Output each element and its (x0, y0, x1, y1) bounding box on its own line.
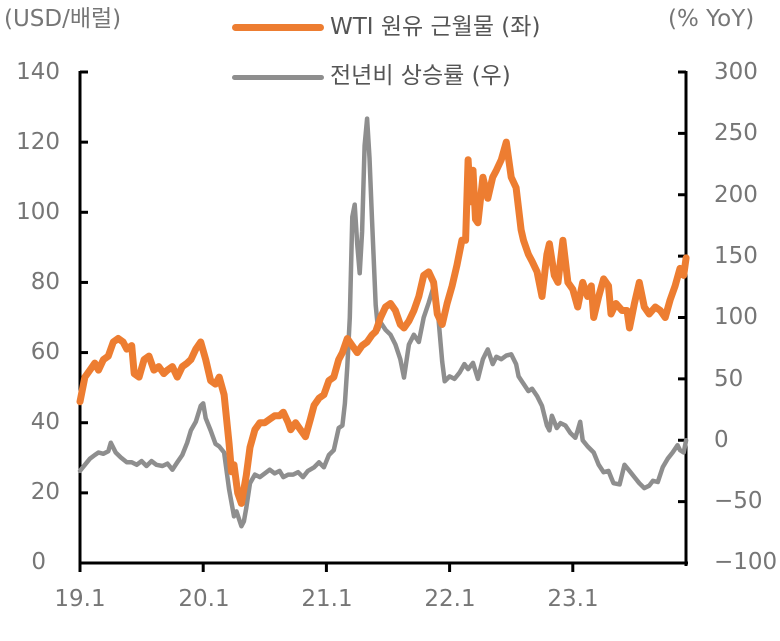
right-tick-label: 150 (714, 243, 758, 269)
left-tick-label: 20 (30, 479, 60, 505)
x-tick-label: 20.1 (178, 586, 230, 612)
left-tick-label: 40 (30, 409, 60, 435)
right-tick-label: −50 (714, 488, 763, 514)
legend-swatch-wti (232, 24, 324, 31)
left-tick-label: 120 (16, 129, 60, 155)
right-tick-label: 200 (714, 182, 758, 208)
right-tick-label: −100 (714, 549, 778, 575)
left-axis-title: (USD/배럴) (4, 6, 122, 32)
x-tick-label: 19.1 (54, 586, 106, 612)
left-tick-label: 60 (30, 339, 60, 365)
left-tick-label: 100 (16, 199, 60, 225)
right-axis-title: (% YoY) (668, 6, 755, 32)
legend-swatch-yoy (232, 75, 324, 80)
x-tick-label: 23.1 (547, 586, 599, 612)
right-tick-label: 50 (714, 366, 744, 392)
x-tick-label: 22.1 (424, 586, 476, 612)
right-tick-label: 0 (714, 427, 729, 453)
left-tick-label: 80 (30, 269, 60, 295)
left-tick-label: 140 (16, 59, 60, 85)
left-tick-label: 0 (31, 549, 46, 575)
right-tick-label: 250 (714, 120, 758, 146)
yoy-series-line (77, 116, 689, 529)
wti-series-line (76, 138, 690, 507)
legend-label-wti: WTI 원유 근월물 (좌) (330, 14, 541, 40)
x-tick-label: 21.1 (301, 586, 353, 612)
right-tick-label: 100 (714, 304, 758, 330)
legend-label-yoy: 전년비 상승률 (우) (330, 63, 511, 89)
right-tick-label: 300 (714, 59, 758, 85)
